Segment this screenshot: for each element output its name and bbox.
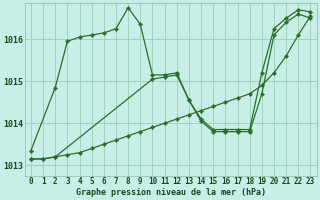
X-axis label: Graphe pression niveau de la mer (hPa): Graphe pression niveau de la mer (hPa) <box>76 188 266 197</box>
